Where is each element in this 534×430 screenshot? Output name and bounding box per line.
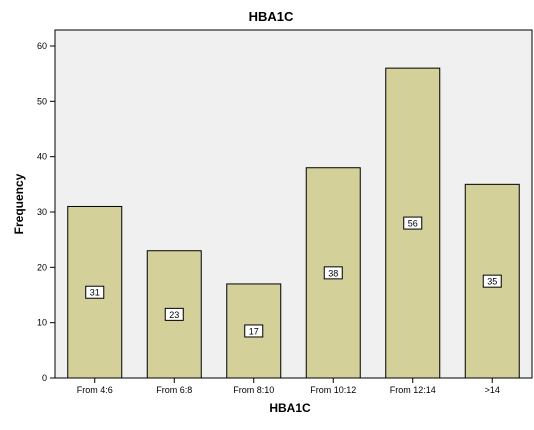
y-tick-label: 10 [37,318,47,328]
y-tick-label: 0 [42,373,47,383]
data-label: 17 [249,326,259,336]
data-label-box [164,307,184,321]
y-tick-label: 20 [37,262,47,272]
data-label: 31 [90,288,100,298]
x-tick-label: From 4:6 [77,385,113,395]
y-axis-title: Frequency [12,173,26,234]
data-label: 23 [169,310,179,320]
data-label-box [244,324,264,338]
y-tick-label: 50 [37,96,47,106]
data-label-box [85,285,105,299]
x-tick-label: From 6:8 [156,385,192,395]
data-label-box [403,216,423,230]
data-label: 35 [487,277,497,287]
x-tick-label: From 8:10 [233,385,274,395]
chart-title: HBA1C [249,9,294,24]
data-label-box [323,266,343,280]
data-label: 56 [408,219,418,229]
data-label-box [482,274,502,288]
x-tick-label: From 12:14 [390,385,436,395]
x-tick-label: >14 [485,385,500,395]
x-tick-label: From 10:12 [310,385,356,395]
data-label: 38 [328,268,338,278]
y-tick-label: 60 [37,41,47,51]
x-axis-title: HBA1C [269,401,311,415]
plot-background [54,29,533,379]
y-tick-label: 40 [37,152,47,162]
y-tick-label: 30 [37,207,47,217]
plot-area: 0 10 20 30 40 50 60 31 From 4:6 23 From 6:8 17 From … [37,29,533,395]
